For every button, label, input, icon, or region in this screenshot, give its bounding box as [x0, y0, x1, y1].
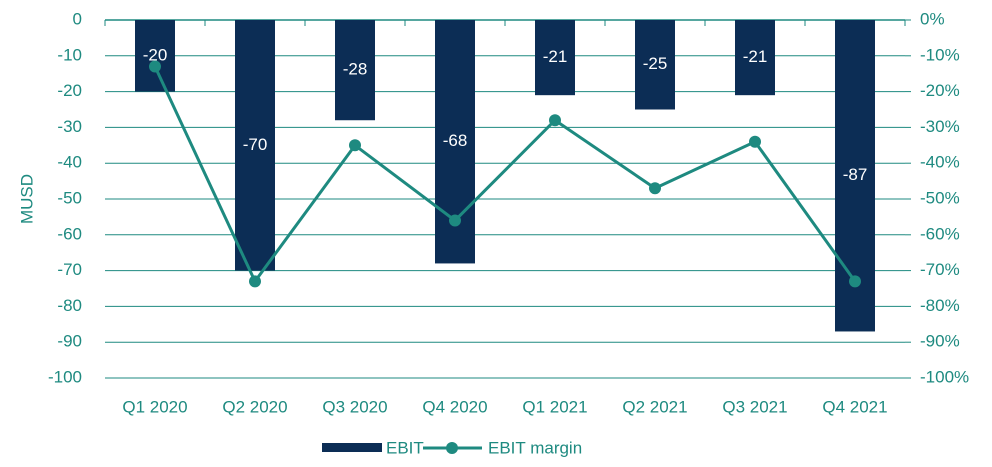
y-tick-label: -30 [57, 117, 82, 136]
y2-tick-label: -80% [920, 296, 960, 315]
x-tick-label: Q1 2020 [122, 397, 187, 416]
bar [335, 20, 375, 121]
x-tick-label: Q4 2021 [822, 397, 887, 416]
y-tick-label: 0 [73, 9, 82, 28]
legend-swatch [446, 442, 458, 454]
bar [135, 20, 175, 92]
legend-label: EBIT [386, 438, 424, 457]
line-marker [449, 214, 461, 227]
y2-tick-label: -50% [920, 188, 960, 207]
line-marker [549, 114, 561, 127]
y-tick-label: -40 [57, 153, 82, 172]
data-label: -87 [843, 165, 868, 184]
y2-tick-label: -30% [920, 117, 960, 136]
data-label: -70 [243, 135, 268, 154]
bar [635, 20, 675, 110]
data-label: -25 [643, 54, 668, 73]
y2-tick-label: -70% [920, 260, 960, 279]
y-tick-label: -90 [57, 332, 82, 351]
y-tick-label: -50 [57, 188, 82, 207]
legend-label: EBIT margin [488, 438, 582, 457]
line-marker [249, 275, 261, 288]
y2-tick-label: -40% [920, 153, 960, 172]
y-tick-label: -60 [57, 224, 82, 243]
bar [735, 20, 775, 96]
y-axis-label: MUSD [17, 174, 36, 224]
y2-tick-label: -10% [920, 45, 960, 64]
line-marker [349, 139, 361, 152]
data-label: -28 [343, 60, 368, 79]
line-marker [149, 60, 161, 73]
line-marker [649, 182, 661, 195]
y2-tick-label: -20% [920, 81, 960, 100]
data-label: -68 [443, 131, 468, 150]
x-tick-label: Q3 2021 [722, 397, 787, 416]
y-tick-label: -10 [57, 45, 82, 64]
y-tick-label: -80 [57, 296, 82, 315]
legend-swatch [322, 443, 382, 452]
data-label: -21 [743, 47, 768, 66]
y2-tick-label: -60% [920, 224, 960, 243]
y2-tick-label: 0% [920, 9, 945, 28]
y2-tick-label: -90% [920, 332, 960, 351]
x-tick-label: Q4 2020 [422, 397, 487, 416]
x-tick-label: Q3 2020 [322, 397, 387, 416]
bar [235, 20, 275, 271]
y-tick-label: -20 [57, 81, 82, 100]
y2-tick-label: -100% [920, 367, 969, 386]
y-tick-label: -70 [57, 260, 82, 279]
y-tick-label: -100 [48, 367, 82, 386]
data-label: -20 [143, 45, 168, 64]
bar [535, 20, 575, 96]
line [153, 65, 857, 285]
data-label: -21 [543, 47, 568, 66]
x-tick-label: Q2 2020 [222, 397, 287, 416]
x-tick-label: Q1 2021 [522, 397, 587, 416]
line-marker [849, 275, 861, 288]
x-tick-label: Q2 2021 [622, 397, 687, 416]
line-marker [749, 135, 761, 148]
